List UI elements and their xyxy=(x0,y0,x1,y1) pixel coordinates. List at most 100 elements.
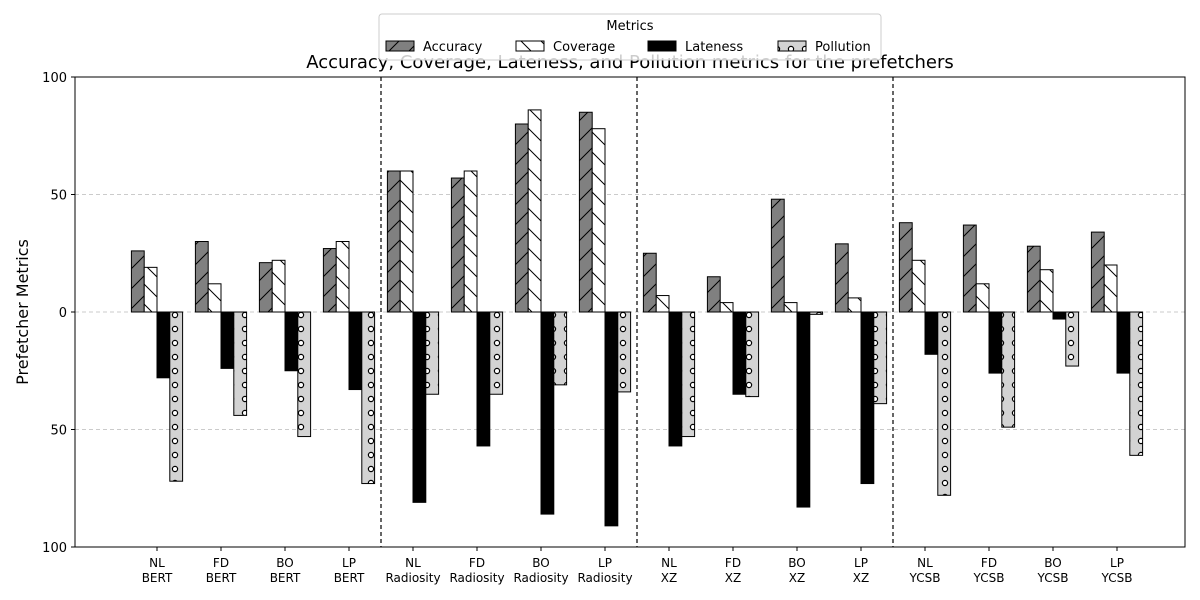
bar-outline xyxy=(1039,269,1054,313)
bar-outline xyxy=(796,311,811,508)
bar-hatch xyxy=(425,312,439,395)
bar-lateness xyxy=(1116,311,1131,374)
bar-accuracy xyxy=(514,123,529,313)
bar-hatch xyxy=(937,312,951,496)
bar-outline xyxy=(642,252,657,313)
bar-accuracy xyxy=(770,198,785,313)
bar-lateness xyxy=(476,311,491,447)
bar-outline xyxy=(233,311,248,416)
bar-outline xyxy=(553,311,568,386)
x-tick-label-prefetcher: NL xyxy=(149,556,165,570)
bar-accuracy xyxy=(706,276,721,313)
legend-entry-coverage: Coverage xyxy=(515,40,615,55)
x-tick-label-prefetcher: LP xyxy=(854,556,868,570)
bar-hatch xyxy=(1129,312,1143,456)
bar-lateness xyxy=(924,311,939,355)
bar-hatch xyxy=(809,312,823,315)
legend-entry-accuracy: Accuracy xyxy=(385,40,483,55)
legend-label: Accuracy xyxy=(423,40,483,55)
bar-outline xyxy=(540,311,555,515)
bar-lateness xyxy=(860,311,875,485)
bar-lateness xyxy=(988,311,1003,374)
x-tick-label-benchmark: Radiosity xyxy=(449,571,504,585)
bar-outline xyxy=(335,241,350,313)
bar-coverage xyxy=(783,302,798,313)
x-tick-label-benchmark: Radiosity xyxy=(385,571,440,585)
bar-coverage xyxy=(655,295,670,313)
bar-fill xyxy=(349,312,362,390)
bar-accuracy xyxy=(258,262,273,313)
x-tick-label-benchmark: BERT xyxy=(142,571,173,585)
x-tick-label-benchmark: XZ xyxy=(725,571,741,585)
legend-swatch-outline xyxy=(647,40,677,52)
legend-box xyxy=(378,13,882,61)
x-tick-label-prefetcher: LP xyxy=(342,556,356,570)
bar-outline xyxy=(361,311,376,485)
bar-hatch xyxy=(1001,312,1015,428)
legend-swatch-outline xyxy=(515,40,545,52)
bar-fill xyxy=(413,312,426,503)
bar-hatch xyxy=(400,171,413,312)
bar-outline xyxy=(1129,311,1144,456)
bar-lateness xyxy=(284,311,299,372)
legend-entry-lateness: Lateness xyxy=(647,40,743,55)
bar-pollution xyxy=(361,311,376,485)
bar-hatch xyxy=(643,253,657,312)
bar-accuracy xyxy=(898,222,913,313)
bar-outline xyxy=(591,128,606,313)
bar-fill xyxy=(605,312,618,526)
bar-pollution xyxy=(553,311,568,386)
bar-fill xyxy=(733,312,746,395)
bar-hatch xyxy=(707,276,721,312)
x-tick-label-prefetcher: BO xyxy=(1044,556,1061,570)
y-tick-label: 100 xyxy=(42,541,67,556)
bar-coverage xyxy=(527,109,542,313)
x-tick-label-prefetcher: NL xyxy=(917,556,933,570)
bar-outline xyxy=(1001,311,1016,428)
bar-coverage xyxy=(463,170,478,313)
bar-hatch xyxy=(1040,269,1053,312)
bar-outline xyxy=(681,311,696,438)
bar-hatch xyxy=(1027,246,1041,312)
bar-hatch xyxy=(579,112,593,312)
bar-lateness xyxy=(1052,311,1067,320)
bar-lateness xyxy=(220,311,235,369)
bar-lateness xyxy=(348,311,363,391)
bar-hatch xyxy=(195,241,209,312)
bar-fill xyxy=(157,312,170,378)
bar-hatch xyxy=(323,248,337,312)
y-tick-label: 100 xyxy=(42,71,67,86)
bar-hatch xyxy=(835,243,849,312)
bar-outline xyxy=(194,241,209,313)
legend-label: Coverage xyxy=(553,40,615,55)
bar-accuracy xyxy=(1090,231,1105,313)
bar-accuracy xyxy=(962,224,977,313)
bar-hatch xyxy=(272,260,285,312)
bar-hatch xyxy=(873,312,887,404)
x-tick-label-benchmark: YCSB xyxy=(909,571,941,585)
y-tick-label: 50 xyxy=(50,424,67,439)
bar-hatch xyxy=(144,267,157,312)
legend-label: Lateness xyxy=(685,40,743,55)
bar-hatch xyxy=(233,312,247,416)
bar-outline xyxy=(207,283,222,313)
bar-pollution xyxy=(1001,311,1016,428)
bar-outline xyxy=(770,198,785,313)
bar-accuracy xyxy=(130,250,145,313)
bar-hatch xyxy=(259,262,273,312)
bar-pollution xyxy=(617,311,632,393)
bar-accuracy xyxy=(322,248,337,313)
bar-coverage xyxy=(143,266,158,313)
bar-outline xyxy=(783,302,798,313)
x-tick-label-benchmark: BERT xyxy=(206,571,237,585)
bar-hatch xyxy=(489,312,503,395)
bar-coverage xyxy=(399,170,414,313)
legend-entries: Accuracy Coverage Lateness Pollution xyxy=(385,40,871,55)
bars xyxy=(130,109,1144,527)
bar-hatch xyxy=(720,302,733,312)
x-tick-label-prefetcher: FD xyxy=(725,556,741,570)
bar-outline xyxy=(271,259,286,313)
x-tick-label-prefetcher: LP xyxy=(1110,556,1124,570)
bar-pollution xyxy=(873,311,888,405)
